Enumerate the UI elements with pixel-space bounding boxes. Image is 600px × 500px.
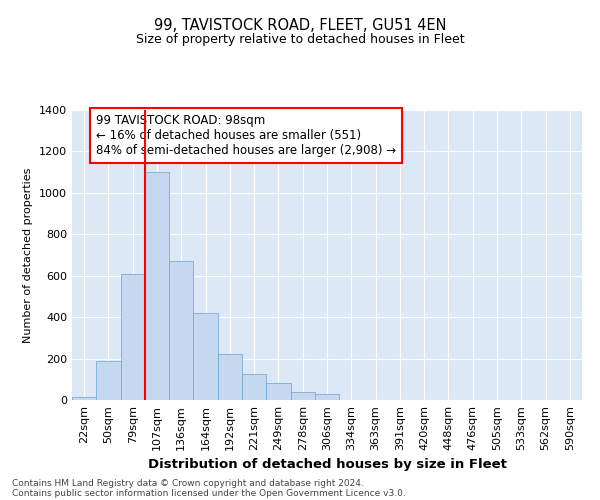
Y-axis label: Number of detached properties: Number of detached properties: [23, 168, 34, 342]
Bar: [242, 374, 266, 400]
Bar: [145, 172, 169, 400]
Bar: [193, 313, 218, 400]
Bar: [169, 261, 193, 400]
Bar: [121, 274, 145, 400]
Text: Size of property relative to detached houses in Fleet: Size of property relative to detached ho…: [136, 32, 464, 46]
Text: 99, TAVISTOCK ROAD, FLEET, GU51 4EN: 99, TAVISTOCK ROAD, FLEET, GU51 4EN: [154, 18, 446, 32]
Bar: [72, 397, 96, 400]
Text: Contains HM Land Registry data © Crown copyright and database right 2024.: Contains HM Land Registry data © Crown c…: [12, 478, 364, 488]
Text: Contains public sector information licensed under the Open Government Licence v3: Contains public sector information licen…: [12, 488, 406, 498]
Bar: [290, 392, 315, 400]
Bar: [315, 394, 339, 400]
X-axis label: Distribution of detached houses by size in Fleet: Distribution of detached houses by size …: [148, 458, 506, 471]
Bar: [96, 360, 121, 400]
Bar: [266, 384, 290, 400]
Text: 99 TAVISTOCK ROAD: 98sqm
← 16% of detached houses are smaller (551)
84% of semi-: 99 TAVISTOCK ROAD: 98sqm ← 16% of detach…: [96, 114, 397, 157]
Bar: [218, 354, 242, 400]
